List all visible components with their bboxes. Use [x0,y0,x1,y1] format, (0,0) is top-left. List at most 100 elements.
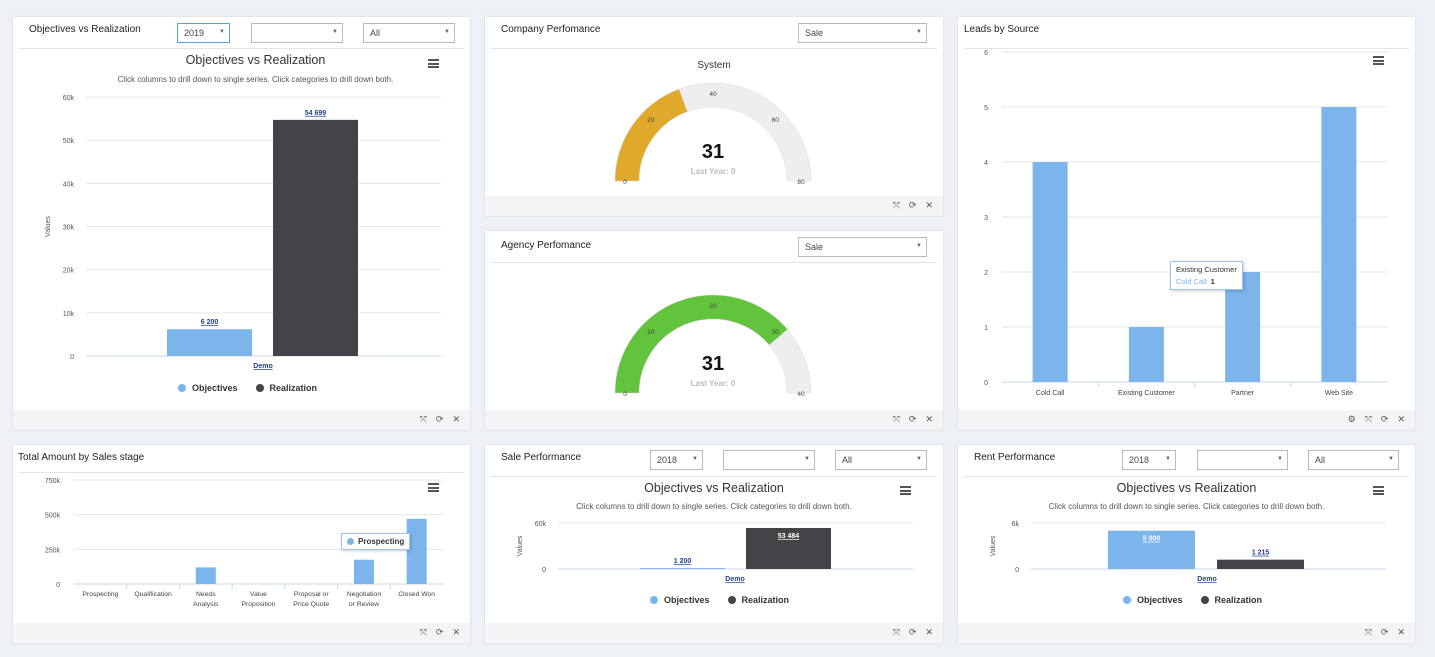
filter-select[interactable]: ▼ [1197,450,1288,470]
y-axis-title: Values [517,535,524,556]
x-category-label: Analysis [193,601,219,608]
panel-title: Company Perfomance [501,24,601,35]
legend-item-objectives[interactable]: Objectives [1123,595,1183,605]
gear-icon[interactable]: ⚙ [1347,414,1356,424]
gauge-tick-label: 60 [772,117,780,124]
metric-select[interactable]: Sale ▼ [798,237,927,257]
refresh-icon[interactable]: ⟳ [908,627,917,637]
x-category-label: Proposal or [294,591,329,598]
bar-objectives [640,568,725,569]
refresh-icon[interactable]: ⟳ [908,414,917,424]
tooltip-title: Existing Customer [1176,265,1237,274]
chart-title: Objectives vs Realization [1116,481,1257,495]
x-category-label: Negotiation [347,591,382,598]
gauge-tick-label: 0 [623,179,627,186]
gauge-tick-label: 40 [709,91,717,98]
refresh-icon[interactable]: ⟳ [435,414,444,424]
divider [491,262,937,263]
expand-icon[interactable]: ⤧ [1364,414,1372,424]
y-tick-label: 0 [56,582,60,589]
gauge-last-year: Last Year: 0 [691,379,736,388]
gauge-title: System [697,60,731,71]
legend-item-objectives[interactable]: Objectives [650,595,710,605]
scope-select[interactable]: All ▼ [363,23,455,43]
x-category-label: or Review [349,601,379,608]
refresh-icon[interactable]: ⟳ [1380,414,1389,424]
y-tick-label: 5 [984,105,988,112]
year-select[interactable]: 2019 ▼ [177,23,230,43]
y-tick-label: 6k [1012,521,1020,528]
close-icon[interactable]: ✕ [452,414,460,424]
year-select[interactable]: 2018 ▼ [1122,450,1176,470]
y-tick-label: 6 [984,50,988,57]
data-label: 6 200 [201,319,219,326]
refresh-icon[interactable]: ⟳ [435,627,444,637]
close-icon[interactable]: ✕ [925,627,933,637]
close-icon[interactable]: ✕ [925,200,933,210]
y-tick-label: 60k [63,95,75,102]
y-tick-label: 500k [45,513,61,520]
expand-icon[interactable]: ⤧ [419,627,427,637]
divider [19,48,464,49]
objectives-chart: 60k 50k 40k 30k 20k 10k 0 Values 6 200 54 699 Demo [45,95,441,370]
close-icon[interactable]: ✕ [1397,414,1405,424]
x-category-label: Value [250,591,267,598]
y-tick-label: 250k [45,547,61,554]
objectives-panel: Objectives vs Realization 2019 ▼ ▼ All ▼ O… [13,17,470,430]
legend-item-realization[interactable]: Realization [727,595,789,605]
metric-select[interactable]: Sale ▼ [798,23,927,43]
bar-stage [406,518,427,584]
chart-menu-icon[interactable] [428,483,439,492]
bar-objectives [1108,530,1195,569]
expand-icon[interactable]: ⤧ [419,414,427,424]
x-category-label: Qualification [134,591,172,598]
expand-icon[interactable]: ⤧ [892,200,900,210]
y-tick-label: 60k [535,521,547,528]
y-axis-title: Values [990,535,997,556]
expand-icon[interactable]: ⤧ [1364,627,1372,637]
panel-footer: ⤧ ⟳ ✕ [13,410,470,430]
data-label: 1 200 [674,558,692,565]
legend-item-objectives[interactable]: Objectives [178,383,238,393]
company-gauge: 0 20 40 60 80 31 Last Year: 0 [614,82,812,186]
y-tick-label: 750k [45,478,61,485]
x-category-label: Web Site [1325,390,1353,397]
year-select[interactable]: 2018 ▼ [650,450,703,470]
chart-title: Objectives vs Realization [185,53,326,67]
divider [491,48,937,49]
legend-item-realization[interactable]: Realization [1200,595,1262,605]
filter-select[interactable]: ▼ [251,23,343,43]
chart-menu-icon[interactable] [1373,486,1384,495]
x-category-label: Needs [196,591,216,598]
chart-legend: Objectives Realization [178,383,317,393]
scope-select[interactable]: All ▼ [835,450,927,470]
expand-icon[interactable]: ⤧ [892,627,900,637]
gauge-value: 31 [702,141,724,163]
close-icon[interactable]: ✕ [925,414,933,424]
refresh-icon[interactable]: ⟳ [908,200,917,210]
legend-item-realization[interactable]: Realization [255,383,317,393]
gauge-last-year: Last Year: 0 [691,167,736,176]
y-tick-label: 0 [984,380,988,387]
gauge-tick-label: 20 [709,303,717,310]
chevron-down-icon: ▼ [1165,456,1171,462]
gauge-tick-label: 80 [797,179,805,186]
chart-legend: Objectives Realization [1123,595,1262,605]
close-icon[interactable]: ✕ [452,627,460,637]
expand-icon[interactable]: ⤧ [892,414,900,424]
panel-footer: ⤧ ⟳ ✕ [13,623,470,643]
chart-menu-icon[interactable] [900,486,911,495]
y-tick-label: 4 [984,160,988,167]
close-icon[interactable]: ✕ [1397,627,1405,637]
y-tick-label: 1 [984,325,988,332]
gauge-value: 31 [702,353,724,375]
filter-select[interactable]: ▼ [723,450,815,470]
chevron-down-icon: ▼ [692,456,698,462]
y-tick-label: 40k [63,181,75,188]
scope-select[interactable]: All ▼ [1308,450,1399,470]
chart-menu-icon[interactable] [428,59,439,68]
gauge-tick-label: 20 [647,117,655,124]
chart-legend: Objectives Realization [650,595,789,605]
refresh-icon[interactable]: ⟳ [1380,627,1389,637]
chart-menu-icon[interactable] [1373,56,1384,65]
